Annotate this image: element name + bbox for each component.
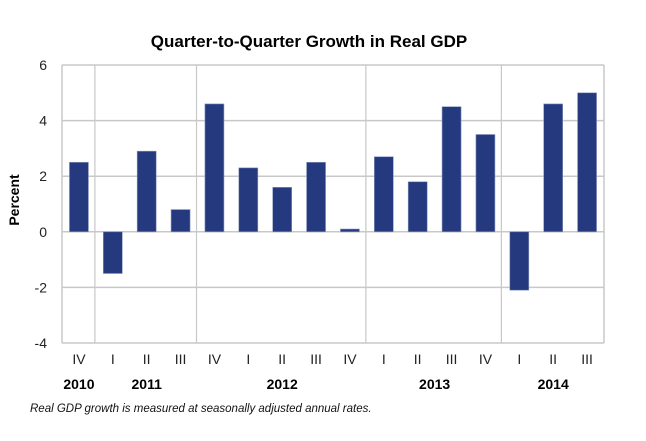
y-tick-label: -2 bbox=[35, 279, 48, 295]
footnote: Real GDP growth is measured at seasonall… bbox=[30, 403, 372, 415]
bar bbox=[441, 106, 462, 233]
y-tick-labels: 6 4 2 0 -2 -4 bbox=[35, 57, 48, 351]
year-label: 2013 bbox=[419, 376, 450, 392]
year-label: 2010 bbox=[63, 376, 94, 392]
y-axis-label: Percent bbox=[6, 174, 22, 226]
bar bbox=[170, 209, 191, 233]
x-tick-label: II bbox=[414, 351, 422, 367]
bar bbox=[136, 150, 157, 233]
bar bbox=[204, 103, 225, 233]
x-tick-labels: IV I II III IV I II III IV I II III IV I II III bbox=[72, 351, 593, 367]
x-tick-label: IV bbox=[479, 351, 493, 367]
bar bbox=[543, 103, 563, 233]
x-tick-label: II bbox=[143, 351, 151, 367]
x-tick-label: III bbox=[310, 351, 322, 367]
year-labels: 2010 2011 2012 2013 2014 bbox=[63, 376, 569, 392]
bar bbox=[306, 162, 326, 233]
year-label: 2012 bbox=[267, 376, 298, 392]
y-tick-label: 6 bbox=[39, 57, 47, 73]
y-tick-label: 2 bbox=[39, 168, 47, 184]
bar bbox=[475, 134, 496, 233]
bar bbox=[374, 156, 394, 233]
bar bbox=[509, 231, 530, 291]
x-tick-label: I bbox=[111, 351, 115, 367]
bars bbox=[69, 92, 597, 291]
bar bbox=[577, 92, 597, 233]
x-tick-label: II bbox=[549, 351, 557, 367]
bar bbox=[69, 162, 89, 233]
x-tick-label: IV bbox=[72, 351, 86, 367]
chart-title-text: Quarter-to-Quarter Growth in Real GDP bbox=[150, 32, 468, 51]
y-tick-label: -4 bbox=[35, 335, 48, 351]
x-tick-label: II bbox=[278, 351, 286, 367]
x-tick-label: III bbox=[446, 351, 458, 367]
chart-title: Quarter-to-Quarter Growth in Real GDP bbox=[0, 32, 646, 52]
year-label: 2011 bbox=[132, 376, 163, 392]
x-tick-label: I bbox=[382, 351, 386, 367]
y-tick-label: 0 bbox=[39, 224, 47, 240]
x-tick-label: IV bbox=[208, 351, 222, 367]
x-tick-label: IV bbox=[343, 351, 357, 367]
bar bbox=[340, 228, 360, 233]
x-tick-label: I bbox=[246, 351, 250, 367]
x-tick-label: III bbox=[581, 351, 593, 367]
x-tick-label: I bbox=[517, 351, 521, 367]
bar bbox=[238, 167, 259, 233]
bar bbox=[103, 231, 123, 274]
year-label: 2014 bbox=[538, 376, 569, 392]
bar bbox=[407, 181, 428, 233]
y-tick-label: 4 bbox=[39, 113, 47, 129]
bar bbox=[272, 187, 292, 233]
vertical-gridlines bbox=[61, 65, 605, 343]
x-tick-label: III bbox=[175, 351, 187, 367]
